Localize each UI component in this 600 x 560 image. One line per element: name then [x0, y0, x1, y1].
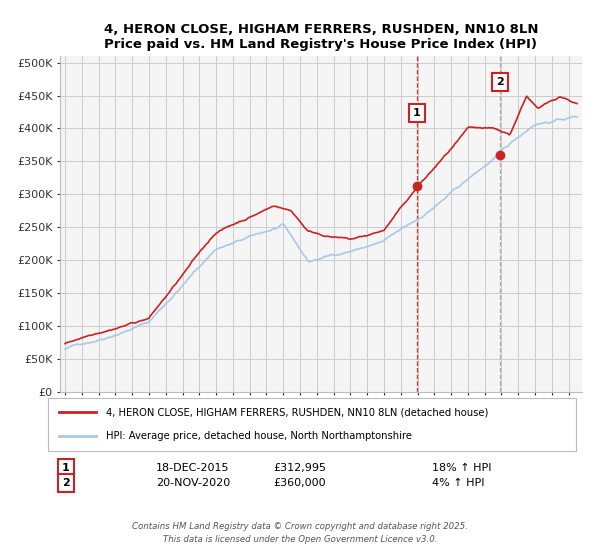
Title: 4, HERON CLOSE, HIGHAM FERRERS, RUSHDEN, NN10 8LN
Price paid vs. HM Land Registr: 4, HERON CLOSE, HIGHAM FERRERS, RUSHDEN,…	[104, 22, 538, 50]
Text: 18-DEC-2015: 18-DEC-2015	[156, 463, 229, 473]
Text: 2: 2	[496, 77, 503, 87]
FancyBboxPatch shape	[48, 398, 576, 451]
Text: HPI: Average price, detached house, North Northamptonshire: HPI: Average price, detached house, Nort…	[106, 431, 412, 441]
Text: Contains HM Land Registry data © Crown copyright and database right 2025.
This d: Contains HM Land Registry data © Crown c…	[132, 522, 468, 544]
Text: £312,995: £312,995	[274, 463, 326, 473]
Text: 2: 2	[62, 478, 70, 488]
Text: 1: 1	[62, 463, 70, 473]
Text: 4% ↑ HPI: 4% ↑ HPI	[432, 478, 485, 488]
Text: 20-NOV-2020: 20-NOV-2020	[156, 478, 230, 488]
Text: 18% ↑ HPI: 18% ↑ HPI	[432, 463, 491, 473]
Text: 1: 1	[413, 108, 421, 118]
Text: 4, HERON CLOSE, HIGHAM FERRERS, RUSHDEN, NN10 8LN (detached house): 4, HERON CLOSE, HIGHAM FERRERS, RUSHDEN,…	[106, 408, 488, 418]
Text: £360,000: £360,000	[274, 478, 326, 488]
